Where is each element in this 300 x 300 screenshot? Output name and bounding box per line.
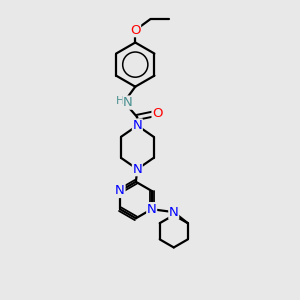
Text: N: N	[133, 119, 142, 132]
Text: O: O	[152, 107, 163, 120]
Text: N: N	[169, 206, 178, 219]
Text: O: O	[130, 24, 140, 37]
Text: N: N	[123, 96, 133, 109]
Text: N: N	[147, 203, 157, 216]
Text: H: H	[116, 96, 124, 106]
Text: N: N	[115, 184, 125, 197]
Text: N: N	[133, 163, 142, 176]
